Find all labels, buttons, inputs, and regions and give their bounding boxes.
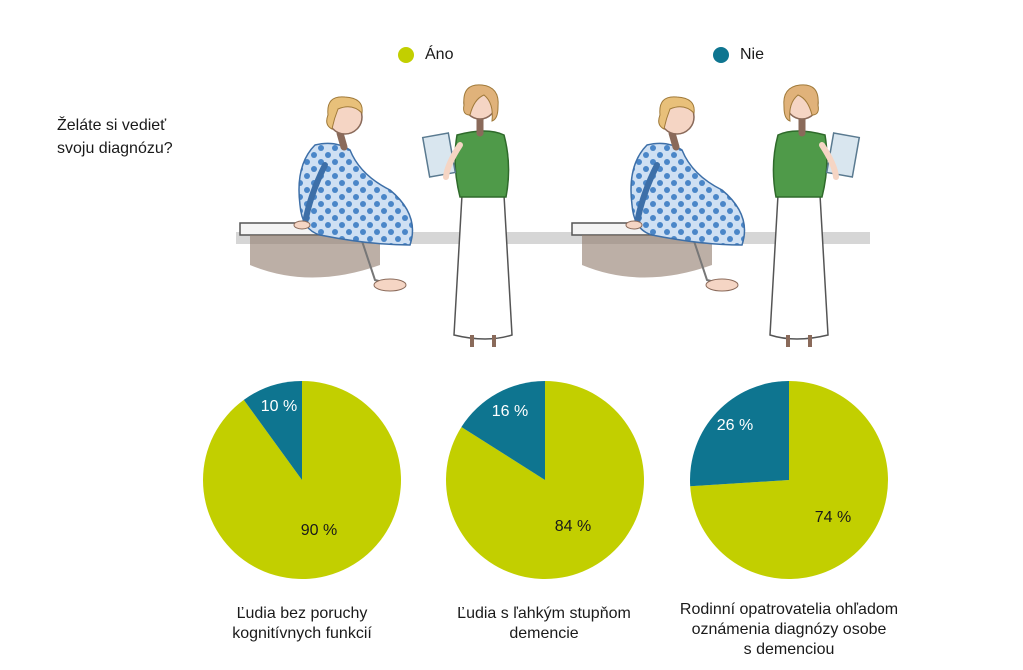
pie-1-caption-line-2: kognitívnych funkcií xyxy=(232,625,372,642)
illustration-left xyxy=(236,85,560,347)
pie-caption-2: Ľudia s ľahkým stupňom demencie xyxy=(414,604,674,644)
legend-item-ano: Áno xyxy=(398,44,453,66)
pie-3-caption-line-3: s demenciou xyxy=(743,641,835,658)
legend-swatch-nie xyxy=(713,47,729,63)
pie-2-slice-nie xyxy=(461,381,545,480)
pie-3-label-ano: 74 % xyxy=(815,509,851,526)
question-line-2: svoju diagnózu? xyxy=(57,140,173,157)
pie-3-caption-line-1: Rodinní opatrovatelia ohľadom xyxy=(679,601,899,618)
question-line-1: Želáte si vedieť xyxy=(57,117,167,134)
pie-3-slice-nie xyxy=(690,381,789,487)
pie-3-caption-line-2: oznámenia diagnózy osobe xyxy=(691,621,887,638)
legend-label-nie: Nie xyxy=(740,46,765,63)
question-text: Želáte si vedieť svoju diagnózu? xyxy=(57,114,173,160)
pie-1-label-nie: 10 % xyxy=(261,398,297,415)
pie-1-label-ano: 90 % xyxy=(301,522,337,539)
pie-1-slice-nie xyxy=(243,381,302,480)
pie-3-label-nie: 26 % xyxy=(717,417,753,434)
legend-item-nie: Nie xyxy=(713,44,764,66)
pie-2-caption-line-2: demencie xyxy=(509,625,579,642)
pie-2-caption-line-1: Ľudia s ľahkým stupňom xyxy=(457,605,631,622)
pie-caption-3: Rodinní opatrovatelia ohľadom oznámenia d… xyxy=(659,600,919,660)
illustration-right xyxy=(556,85,870,347)
legend-swatch-ano xyxy=(398,47,414,63)
pie-2-label-ano: 84 % xyxy=(555,518,591,535)
pie-1-caption-line-1: Ľudia bez poruchy xyxy=(236,605,368,622)
pie-caption-1: Ľudia bez poruchy kognitívnych funkcií xyxy=(172,604,432,644)
pie-2-label-nie: 16 % xyxy=(492,403,528,420)
pie-3-slice-ano xyxy=(690,381,889,579)
legend-label-ano: Áno xyxy=(425,46,454,63)
